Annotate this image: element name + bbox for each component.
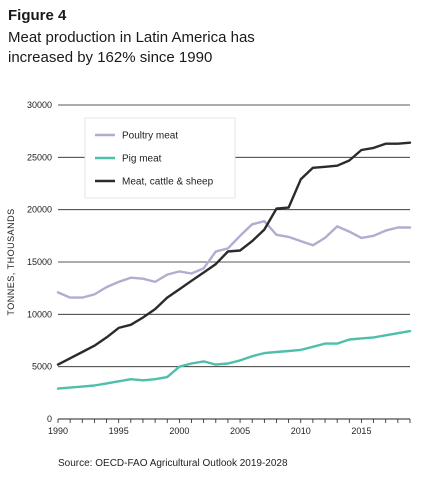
y-tick-label: 10000 bbox=[27, 309, 52, 319]
y-tick-label: 15000 bbox=[27, 257, 52, 267]
x-tick-label: 1995 bbox=[109, 426, 129, 436]
source-note: Source: OECD-FAO Agricultural Outlook 20… bbox=[58, 458, 288, 469]
x-tick-label: 2005 bbox=[230, 426, 250, 436]
x-tick-label: 1990 bbox=[48, 426, 68, 436]
y-tick-label: 5000 bbox=[32, 362, 52, 372]
line-chart: 0 5000 10000 15000 20000 25000 30000 1990 1995 20… bbox=[6, 100, 412, 436]
series-line-1 bbox=[56, 329, 412, 390]
y-tick-label: 25000 bbox=[27, 152, 52, 162]
figure-label: Figure 4 bbox=[8, 7, 67, 24]
y-tick-label: 20000 bbox=[27, 205, 52, 215]
legend-label-0: Poultry meat bbox=[122, 131, 178, 142]
legend-label-2: Meat, cattle & sheep bbox=[122, 177, 214, 188]
y-tick-label: 30000 bbox=[27, 100, 52, 110]
x-tick-label: 2010 bbox=[291, 426, 311, 436]
y-axis-label: TONNES, THOUSANDS bbox=[6, 208, 16, 315]
figure-title: Meat production in Latin America has inc… bbox=[8, 29, 255, 66]
series-line-2 bbox=[56, 141, 412, 366]
x-tick-label: 2000 bbox=[169, 426, 189, 436]
x-tick-label: 2015 bbox=[351, 426, 371, 436]
legend-label-1: Pig meat bbox=[122, 154, 162, 165]
series-line-0 bbox=[56, 219, 412, 299]
y-tick-label: 0 bbox=[47, 414, 52, 424]
